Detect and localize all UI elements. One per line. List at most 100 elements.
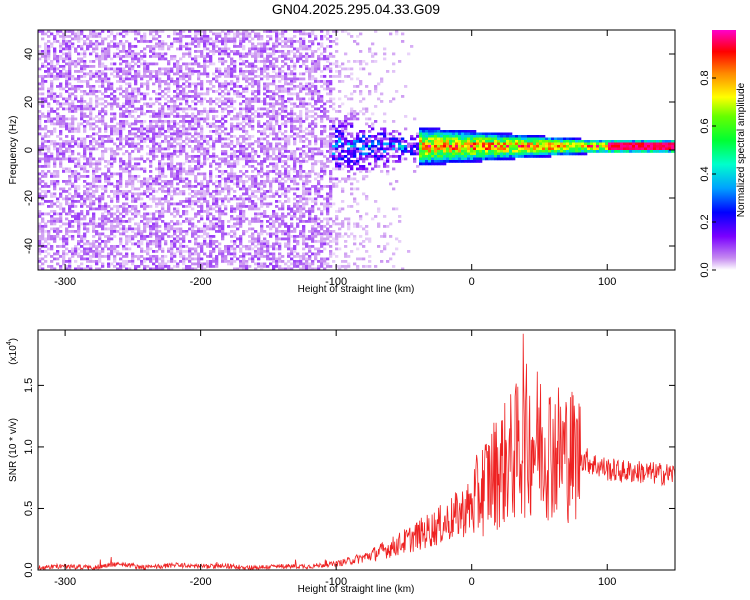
heat-cell [59, 35, 63, 38]
heat-cell [98, 32, 102, 36]
heat-cell [83, 35, 87, 38]
heat-cell [53, 147, 57, 151]
heat-cell [254, 185, 258, 188]
heat-cell [113, 127, 117, 131]
heat-cell [65, 72, 69, 76]
heat-cell [71, 195, 75, 198]
heat-cell [176, 87, 180, 91]
heat-cell [44, 100, 48, 103]
heat-cell [65, 252, 69, 256]
heat-cell [173, 237, 177, 241]
heat-cell [245, 97, 249, 101]
heat-cell [41, 175, 45, 178]
heat-cell [260, 212, 264, 216]
heat-cell [245, 205, 249, 208]
heat-cell [212, 202, 216, 206]
heat-cell [185, 245, 189, 248]
heat-cell [146, 102, 150, 106]
heat-cell [77, 185, 81, 188]
heat-cell [41, 230, 45, 233]
heat-cell [149, 97, 153, 101]
heat-cell [44, 175, 48, 178]
heat-cell [191, 230, 195, 233]
heat-cell [83, 175, 87, 178]
heat-cell [176, 187, 180, 191]
heat-cell [296, 77, 300, 81]
heat-cell [182, 192, 186, 196]
heat-cell [293, 35, 297, 38]
heat-cell [215, 50, 219, 53]
heat-cell [200, 210, 204, 213]
heat-cell [167, 157, 171, 161]
heat-cell [233, 35, 237, 38]
heat-cell [206, 225, 210, 228]
heat-cell [173, 105, 177, 108]
heat-cell [158, 230, 162, 233]
heat-cell [176, 127, 180, 131]
heat-cell [62, 125, 66, 128]
heat-cell [59, 215, 63, 218]
heat-cell [113, 172, 117, 176]
heat-cell [149, 130, 153, 133]
heat-cell [296, 147, 300, 151]
heat-cell [296, 117, 300, 121]
heat-cell [278, 127, 282, 131]
heat-cell [116, 185, 120, 188]
heat-cell [260, 230, 264, 233]
heat-cell [38, 92, 42, 96]
heat-cell [89, 157, 93, 161]
heat-cell [101, 222, 105, 226]
heat-cell [140, 205, 144, 208]
heat-cell [47, 205, 51, 208]
heat-cell [131, 65, 135, 68]
heat-cell [182, 90, 186, 93]
heat-cell [302, 242, 306, 246]
heat-cell [110, 32, 114, 36]
heat-cell [56, 62, 60, 66]
heat-cell [188, 265, 192, 268]
heat-cell [113, 255, 117, 258]
heat-cell [65, 97, 69, 101]
heat-cell [47, 110, 51, 113]
heat-cell [212, 215, 216, 218]
heat-cell [218, 185, 222, 188]
heat-cell [131, 255, 135, 258]
heat-cell [245, 252, 249, 256]
heat-cell [98, 62, 102, 66]
heat-cell [233, 82, 237, 86]
heat-cell [137, 230, 141, 233]
heat-cell [188, 145, 192, 148]
heat-cell [176, 132, 180, 136]
heat-cell [245, 100, 249, 103]
heat-cell [293, 260, 297, 263]
heat-cell [137, 225, 141, 228]
heat-cell [38, 122, 42, 126]
heat-cell [104, 160, 108, 163]
heat-cell [41, 142, 45, 146]
heat-cell [134, 32, 138, 36]
heat-cell [86, 197, 90, 201]
heat-cell [200, 55, 204, 58]
heat-cell [230, 117, 234, 121]
heat-cell [101, 52, 105, 56]
heat-cell [197, 165, 201, 168]
heat-cell [290, 107, 294, 111]
heat-cell [206, 110, 210, 113]
heat-cell [206, 212, 210, 216]
heat-cell [59, 50, 63, 53]
heat-cell [80, 122, 84, 126]
heat-cell [134, 187, 138, 191]
heat-cell [119, 87, 123, 91]
heat-cell [134, 162, 138, 166]
heat-cell [140, 192, 144, 196]
heat-cell [275, 60, 279, 63]
heat-cell [191, 90, 195, 93]
heat-cell [305, 160, 309, 163]
heat-cell [104, 50, 108, 53]
heat-cell [98, 217, 102, 221]
heat-cell [74, 107, 78, 111]
heat-cell [197, 42, 201, 46]
heat-cell [305, 85, 309, 88]
heat-cell [83, 250, 87, 253]
heat-cell [281, 172, 285, 176]
